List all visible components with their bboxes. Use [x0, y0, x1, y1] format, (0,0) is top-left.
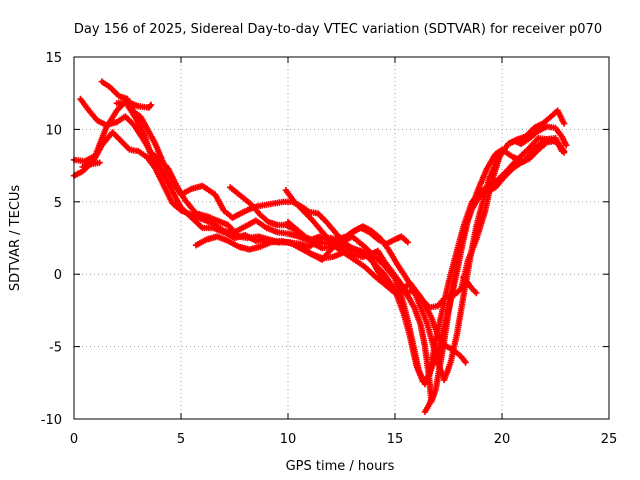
x-tick-label: 5 — [177, 432, 185, 447]
x-tick-label: 15 — [387, 432, 404, 447]
y-tick-label: -10 — [41, 413, 62, 428]
series-line — [423, 392, 436, 414]
y-tick-label: 10 — [45, 123, 62, 138]
series-line — [80, 161, 102, 169]
series-line — [286, 220, 333, 250]
plot-frame — [73, 56, 610, 420]
data-series-track-8 — [282, 137, 568, 405]
y-axis-label: SDTVAR / TECUs — [8, 185, 23, 292]
y-tick-label: -5 — [49, 341, 62, 356]
y-tick-label: 15 — [45, 51, 62, 66]
series-line — [115, 100, 153, 110]
x-tick-label: 25 — [601, 432, 618, 447]
y-tick-label: 0 — [54, 268, 62, 283]
series-line — [284, 139, 566, 404]
series-markers — [282, 137, 568, 405]
data-series-track-12 — [460, 273, 480, 297]
x-tick-label: 10 — [280, 432, 297, 447]
x-tick-label: 0 — [70, 432, 78, 447]
y-tick-labels: -10 -5 0 5 10 15 — [41, 51, 62, 428]
plot-area — [70, 78, 570, 415]
x-tick-labels: 0 5 10 15 20 25 — [70, 432, 617, 447]
x-tick-label: 20 — [494, 432, 511, 447]
data-series-track-11 — [421, 391, 437, 415]
y-tick-label: 5 — [54, 196, 62, 211]
data-series-track-5 — [113, 98, 155, 111]
x-axis-label: GPS time / hours — [286, 459, 395, 474]
chart-title: Day 156 of 2025, Sidereal Day-to-day VTE… — [74, 22, 602, 37]
data-series-track-9 — [79, 159, 103, 171]
series-line — [461, 275, 478, 295]
data-series-track-10 — [284, 218, 334, 252]
